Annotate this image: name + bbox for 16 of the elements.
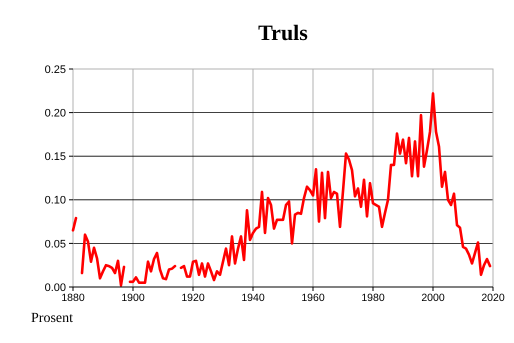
chart-title: Truls (258, 20, 308, 45)
x-tick-label: 2020 (481, 292, 505, 304)
y-tick-label: 0.15 (44, 151, 66, 164)
x-tick-label: 2000 (421, 292, 445, 304)
y-tick-label: 0.10 (44, 194, 66, 207)
x-tick-label: 1880 (61, 292, 85, 304)
x-tick-label: 1900 (121, 292, 145, 304)
y-tick-label: 0.00 (44, 282, 66, 294)
y-axis-title: Prosent (31, 311, 74, 326)
x-tick-label: 1940 (241, 292, 265, 304)
x-tick-label: 1960 (301, 292, 325, 304)
y-tick-label: 0.20 (44, 107, 66, 120)
x-tick-label: 1980 (361, 292, 385, 304)
y-tick-label: 0.25 (44, 64, 66, 76)
y-tick-label: 0.05 (44, 238, 66, 250)
x-tick-label: 1920 (181, 292, 205, 304)
